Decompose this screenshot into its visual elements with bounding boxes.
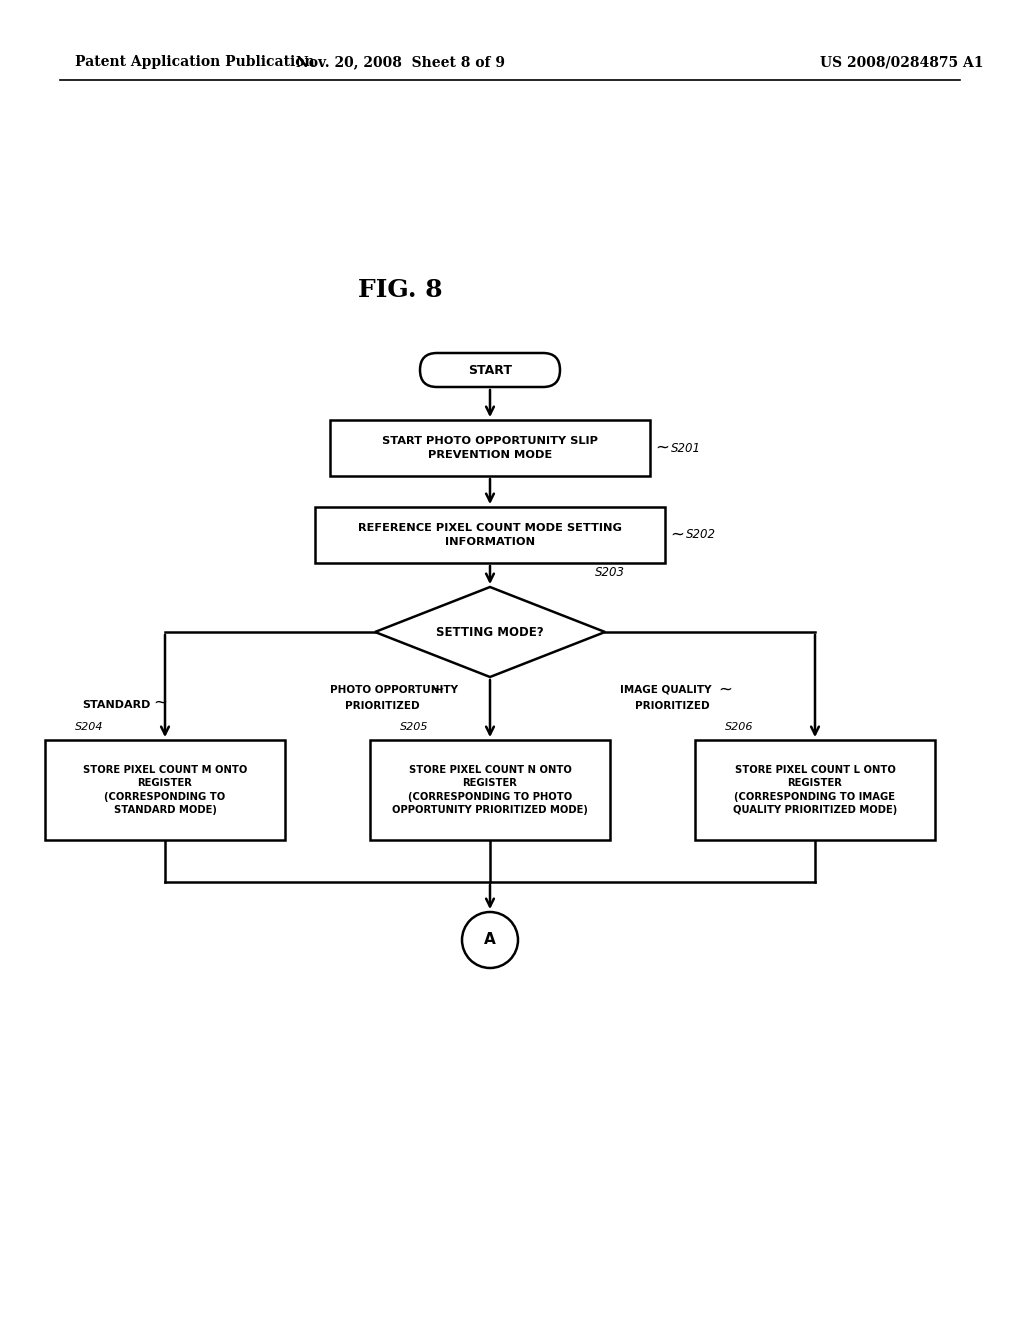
Bar [330, 420, 650, 477]
Text: START PHOTO OPPORTUNITY SLIP
PREVENTION MODE: START PHOTO OPPORTUNITY SLIP PREVENTION … [382, 437, 598, 459]
Text: S202: S202 [686, 528, 716, 541]
Text: A: A [484, 932, 496, 948]
Text: IMAGE QUALITY: IMAGE QUALITY [620, 685, 712, 696]
Text: STORE PIXEL COUNT M ONTO
REGISTER
(CORRESPONDING TO
STANDARD MODE): STORE PIXEL COUNT M ONTO REGISTER (CORRE… [83, 766, 247, 814]
Text: S205: S205 [400, 722, 428, 733]
FancyBboxPatch shape [420, 352, 560, 387]
Text: Patent Application Publication: Patent Application Publication [75, 55, 314, 69]
Text: SETTING MODE?: SETTING MODE? [436, 626, 544, 639]
Text: PRIORITIZED: PRIORITIZED [635, 701, 710, 711]
Text: Nov. 20, 2008  Sheet 8 of 9: Nov. 20, 2008 Sheet 8 of 9 [296, 55, 505, 69]
Bar [45, 741, 285, 840]
Bar [315, 507, 665, 564]
Text: ~: ~ [670, 525, 684, 544]
Text: FIG. 8: FIG. 8 [357, 279, 442, 302]
Text: S201: S201 [671, 441, 701, 454]
Text: START: START [468, 363, 512, 376]
Text: STANDARD: STANDARD [82, 700, 151, 710]
Text: S206: S206 [725, 722, 754, 733]
Text: PHOTO OPPORTUNITY: PHOTO OPPORTUNITY [330, 685, 458, 696]
Text: STORE PIXEL COUNT N ONTO
REGISTER
(CORRESPONDING TO PHOTO
OPPORTUNITY PRIORITIZE: STORE PIXEL COUNT N ONTO REGISTER (CORRE… [392, 766, 588, 814]
Text: ~: ~ [153, 694, 167, 711]
Text: STORE PIXEL COUNT L ONTO
REGISTER
(CORRESPONDING TO IMAGE
QUALITY PRIORITIZED MO: STORE PIXEL COUNT L ONTO REGISTER (CORRE… [733, 766, 897, 814]
Text: S204: S204 [75, 722, 103, 733]
Bar [370, 741, 610, 840]
Bar [695, 741, 935, 840]
Text: US 2008/0284875 A1: US 2008/0284875 A1 [820, 55, 983, 69]
Text: PRIORITIZED: PRIORITIZED [345, 701, 420, 711]
Polygon shape [375, 587, 605, 677]
Circle shape [462, 912, 518, 968]
Text: S203: S203 [595, 566, 625, 579]
Text: ~: ~ [718, 681, 732, 700]
Text: ~: ~ [655, 440, 669, 457]
Text: ~: ~ [430, 681, 444, 700]
Text: REFERENCE PIXEL COUNT MODE SETTING
INFORMATION: REFERENCE PIXEL COUNT MODE SETTING INFOR… [358, 524, 622, 546]
